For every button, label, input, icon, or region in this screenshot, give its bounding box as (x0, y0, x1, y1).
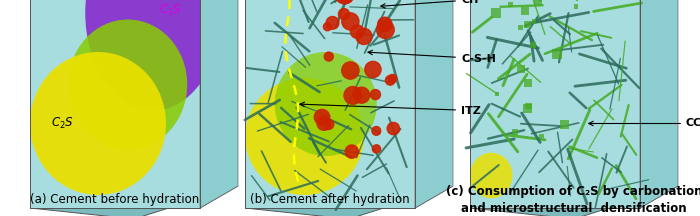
Polygon shape (470, 0, 640, 208)
Ellipse shape (470, 153, 512, 198)
Bar (538, 0, 542, 1)
Bar (524, 79, 532, 87)
Ellipse shape (69, 19, 188, 149)
Text: (c) Consumption of C₂S by carbonation: (c) Consumption of C₂S by carbonation (446, 186, 700, 199)
Circle shape (372, 145, 381, 153)
Circle shape (337, 0, 354, 4)
Text: CH: CH (381, 0, 478, 8)
Text: ITZ: ITZ (300, 102, 481, 116)
Circle shape (389, 74, 397, 83)
Bar (573, 4, 578, 9)
Ellipse shape (274, 52, 377, 156)
Text: CC: CC (589, 119, 700, 129)
Polygon shape (30, 0, 200, 208)
Bar (534, 0, 542, 5)
Circle shape (377, 21, 394, 38)
Bar (521, 7, 528, 15)
Bar (495, 92, 499, 96)
Text: and microstructural  densification: and microstructural densification (461, 202, 687, 214)
Bar (517, 65, 526, 73)
Circle shape (386, 75, 395, 85)
Bar (523, 104, 531, 113)
Text: (b) Cement after hydration: (b) Cement after hydration (250, 194, 410, 206)
Polygon shape (245, 0, 415, 208)
Circle shape (344, 87, 362, 104)
Circle shape (345, 145, 358, 158)
Bar (560, 120, 569, 129)
Circle shape (372, 127, 381, 135)
Circle shape (317, 117, 330, 130)
Circle shape (354, 87, 370, 103)
Polygon shape (415, 0, 453, 208)
Circle shape (370, 90, 381, 100)
Text: $C_3S$: $C_3S$ (159, 3, 182, 18)
Bar (525, 103, 532, 109)
Bar (508, 2, 513, 6)
Text: $C_2S$: $C_2S$ (51, 116, 74, 131)
Text: (a) Cement before hydration: (a) Cement before hydration (30, 194, 200, 206)
Bar (524, 21, 531, 28)
Circle shape (377, 17, 392, 32)
Bar (518, 25, 523, 30)
Circle shape (335, 0, 354, 4)
Ellipse shape (245, 78, 364, 195)
Polygon shape (200, 0, 238, 208)
Circle shape (365, 61, 381, 78)
Bar (512, 129, 518, 135)
Bar (552, 49, 562, 59)
Circle shape (342, 62, 359, 79)
Bar (539, 134, 544, 138)
Text: C-S-H: C-S-H (368, 50, 496, 64)
Circle shape (314, 109, 330, 125)
Polygon shape (470, 186, 678, 216)
Circle shape (351, 25, 364, 38)
Circle shape (323, 23, 332, 31)
Circle shape (338, 8, 349, 20)
Circle shape (356, 28, 372, 44)
Ellipse shape (30, 52, 166, 195)
Bar (530, 42, 536, 48)
Circle shape (323, 119, 334, 130)
Circle shape (387, 122, 400, 135)
Ellipse shape (85, 0, 221, 111)
Bar (532, 19, 536, 24)
Circle shape (326, 16, 339, 29)
Polygon shape (245, 186, 453, 216)
Circle shape (342, 13, 359, 30)
Polygon shape (30, 186, 238, 216)
Polygon shape (640, 0, 678, 208)
Circle shape (324, 52, 333, 61)
Bar (491, 8, 501, 18)
